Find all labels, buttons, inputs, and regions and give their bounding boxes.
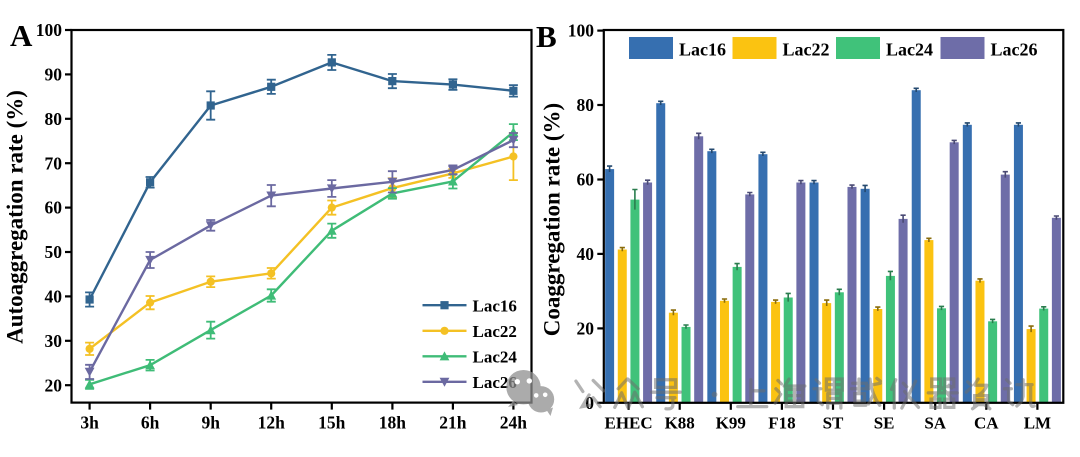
svg-text:Lac16: Lac16: [679, 40, 726, 60]
svg-text:B: B: [536, 19, 557, 54]
svg-text:Coaggregation rate (%): Coaggregation rate (%): [540, 103, 565, 336]
svg-text:100: 100: [568, 21, 595, 41]
svg-text:LM: LM: [1024, 414, 1051, 433]
svg-text:Autoaggregation rate (%): Autoaggregation rate (%): [3, 90, 28, 344]
svg-text:20: 20: [577, 319, 595, 339]
svg-text:40: 40: [577, 244, 595, 264]
svg-text:Lac24: Lac24: [473, 348, 518, 367]
svg-text:80: 80: [577, 95, 595, 115]
svg-text:60: 60: [45, 198, 63, 218]
svg-text:9h: 9h: [201, 413, 220, 433]
svg-text:Lac24: Lac24: [886, 40, 933, 60]
svg-text:30: 30: [45, 331, 63, 351]
svg-text:24h: 24h: [500, 413, 528, 433]
svg-text:21h: 21h: [439, 413, 467, 433]
svg-text:100: 100: [36, 20, 63, 40]
svg-text:K99: K99: [716, 414, 746, 433]
svg-text:60: 60: [577, 170, 595, 190]
svg-text:Lac26: Lac26: [991, 40, 1038, 60]
svg-text:Lac16: Lac16: [473, 296, 517, 315]
svg-text:0: 0: [585, 393, 594, 413]
svg-text:ST: ST: [823, 414, 844, 433]
svg-text:Lac26: Lac26: [473, 373, 517, 392]
svg-text:K88: K88: [665, 414, 695, 433]
svg-text:80: 80: [45, 109, 63, 129]
svg-text:70: 70: [45, 153, 63, 173]
svg-text:3h: 3h: [80, 413, 99, 433]
svg-text:12h: 12h: [258, 413, 286, 433]
svg-text:20: 20: [45, 375, 63, 395]
svg-text:EHEC: EHEC: [605, 414, 653, 433]
svg-text:A: A: [10, 18, 33, 53]
svg-text:CA: CA: [974, 414, 999, 433]
svg-text:6h: 6h: [141, 413, 160, 433]
svg-text:Lac22: Lac22: [783, 40, 830, 60]
svg-text:15h: 15h: [318, 413, 346, 433]
svg-text:SE: SE: [874, 414, 895, 433]
svg-text:Lac22: Lac22: [473, 322, 517, 341]
svg-text:F18: F18: [768, 414, 795, 433]
svg-text:90: 90: [45, 65, 63, 85]
svg-text:40: 40: [45, 287, 63, 307]
svg-text:SA: SA: [924, 414, 946, 433]
svg-text:18h: 18h: [379, 413, 407, 433]
svg-text:50: 50: [45, 242, 63, 262]
